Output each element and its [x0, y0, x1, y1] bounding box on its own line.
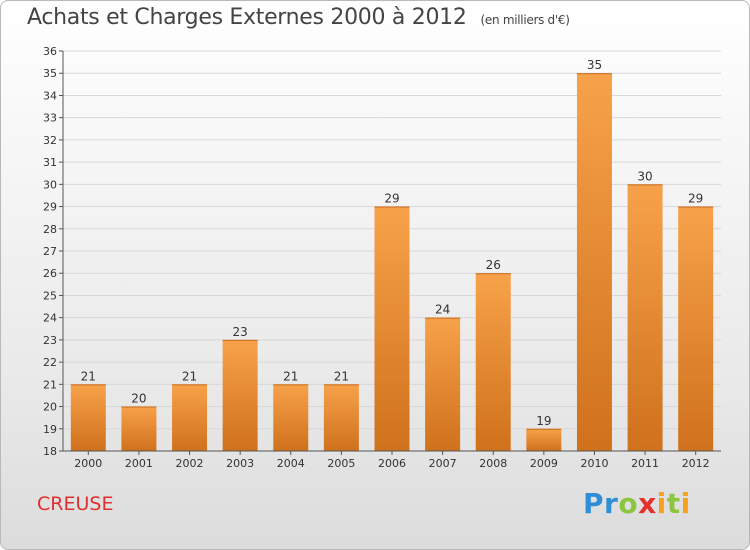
- x-tick-label: 2003: [226, 457, 254, 470]
- x-tick-label: 2007: [429, 457, 457, 470]
- title-text: Achats et Charges Externes 2000 à 2012: [27, 5, 467, 30]
- y-tick-label: 24: [43, 312, 57, 325]
- y-tick-label: 30: [43, 178, 57, 191]
- y-tick-label: 31: [43, 156, 57, 169]
- y-tick-label: 23: [43, 334, 57, 347]
- x-tick-label: 2000: [74, 457, 102, 470]
- axes: [59, 50, 721, 455]
- chart-title: Achats et Charges Externes 2000 à 2012 (e…: [27, 5, 570, 30]
- data-label: 20: [131, 392, 146, 406]
- data-label: 29: [384, 192, 399, 206]
- y-tick-label: 20: [43, 401, 57, 414]
- unit-label: (en milliers d'€): [480, 13, 570, 27]
- logo-letter: x: [638, 487, 657, 520]
- y-tick-label: 26: [43, 267, 57, 280]
- x-tick-label: 2011: [631, 457, 659, 470]
- data-label: 29: [688, 192, 703, 206]
- y-tick-label: 36: [43, 45, 57, 58]
- labels: 18 19 20 21 22 23 24 25 26 27 28 29 30 31 32 33 34 35 36 21…: [43, 45, 710, 470]
- x-tick-label: 2002: [176, 457, 204, 470]
- bar: [475, 273, 511, 451]
- logo-letter: r: [604, 487, 619, 520]
- bar: [172, 384, 208, 451]
- bar: [526, 428, 562, 451]
- bar: [627, 184, 663, 452]
- y-tick-label: 33: [43, 112, 57, 125]
- y-tick-label: 34: [43, 89, 57, 102]
- bar: [576, 73, 612, 451]
- proxiti-logo[interactable]: Proxiti: [583, 487, 691, 520]
- y-tick-label: 29: [43, 201, 57, 214]
- bar: [323, 384, 359, 451]
- bars: [70, 73, 714, 452]
- y-tick-label: 25: [43, 289, 57, 302]
- bar: [222, 339, 258, 451]
- x-tick-label: 2006: [378, 457, 406, 470]
- logo-letter: i: [656, 487, 667, 520]
- y-tick-label: 32: [43, 134, 57, 147]
- logo-letter: o: [618, 487, 639, 520]
- x-tick-label: 2005: [327, 457, 355, 470]
- y-tick-label: 28: [43, 223, 57, 236]
- bar: [273, 384, 309, 451]
- bar: [678, 206, 714, 451]
- x-tick-label: 2012: [682, 457, 710, 470]
- data-label: 21: [81, 369, 96, 383]
- y-tick-label: 35: [43, 67, 57, 80]
- y-tick-label: 21: [43, 378, 57, 391]
- x-tick-label: 2001: [125, 457, 153, 470]
- y-tick-label: 19: [43, 423, 57, 436]
- data-label: 19: [536, 414, 551, 428]
- x-tick-label: 2010: [580, 457, 608, 470]
- bar: [121, 406, 157, 451]
- data-label: 30: [637, 169, 652, 183]
- y-tick-label: 22: [43, 356, 57, 369]
- bar: [374, 206, 410, 451]
- logo-letter: P: [583, 487, 605, 520]
- x-tick-label: 2004: [277, 457, 305, 470]
- region-label: CREUSE: [37, 493, 114, 515]
- bar: [70, 384, 106, 451]
- x-tick-label: 2009: [530, 457, 558, 470]
- data-label: 21: [182, 369, 197, 383]
- data-label: 24: [435, 303, 450, 317]
- bar: [425, 317, 461, 451]
- y-tick-label: 27: [43, 245, 57, 258]
- data-label: 26: [486, 258, 501, 272]
- x-tick-label: 2008: [479, 457, 507, 470]
- logo-letter: t: [666, 487, 681, 520]
- data-label: 23: [233, 325, 248, 339]
- logo-letter: i: [680, 487, 691, 520]
- data-label: 35: [587, 58, 602, 72]
- data-label: 21: [334, 369, 349, 383]
- data-label: 21: [283, 369, 298, 383]
- y-tick-label: 18: [43, 445, 57, 458]
